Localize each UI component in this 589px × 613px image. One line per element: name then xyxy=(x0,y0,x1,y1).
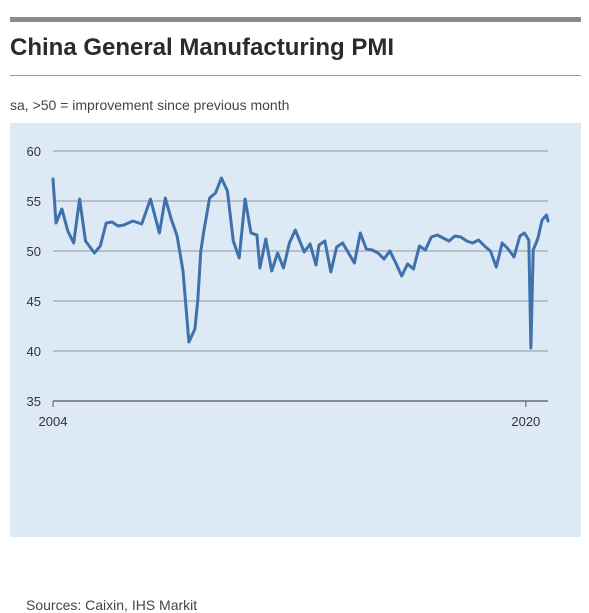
y-tick-label-50: 50 xyxy=(27,244,41,259)
y-tick-label-60: 60 xyxy=(27,144,41,159)
chart-panel: 35 40 45 50 55 60 2004 2020 Sources: Caixin, IH… xyxy=(10,123,581,613)
pmi-line-chart: 35 40 45 50 55 60 2004 2020 xyxy=(27,144,550,429)
y-tick-label-35: 35 xyxy=(27,394,41,409)
top-rule xyxy=(10,17,581,22)
y-tick-label-45: 45 xyxy=(27,294,41,309)
x-tick-label-2020: 2020 xyxy=(511,414,540,429)
chart-subtitle: sa, >50 = improvement since previous mon… xyxy=(10,97,290,113)
source-note: Sources: Caixin, IHS Markit xyxy=(26,597,198,613)
title-divider xyxy=(10,75,581,76)
x-tick-label-2004: 2004 xyxy=(39,414,68,429)
chart-title: China General Manufacturing PMI xyxy=(10,34,395,61)
y-tick-label-55: 55 xyxy=(27,194,41,209)
y-tick-label-40: 40 xyxy=(27,344,41,359)
series-line-0 xyxy=(51,176,550,350)
